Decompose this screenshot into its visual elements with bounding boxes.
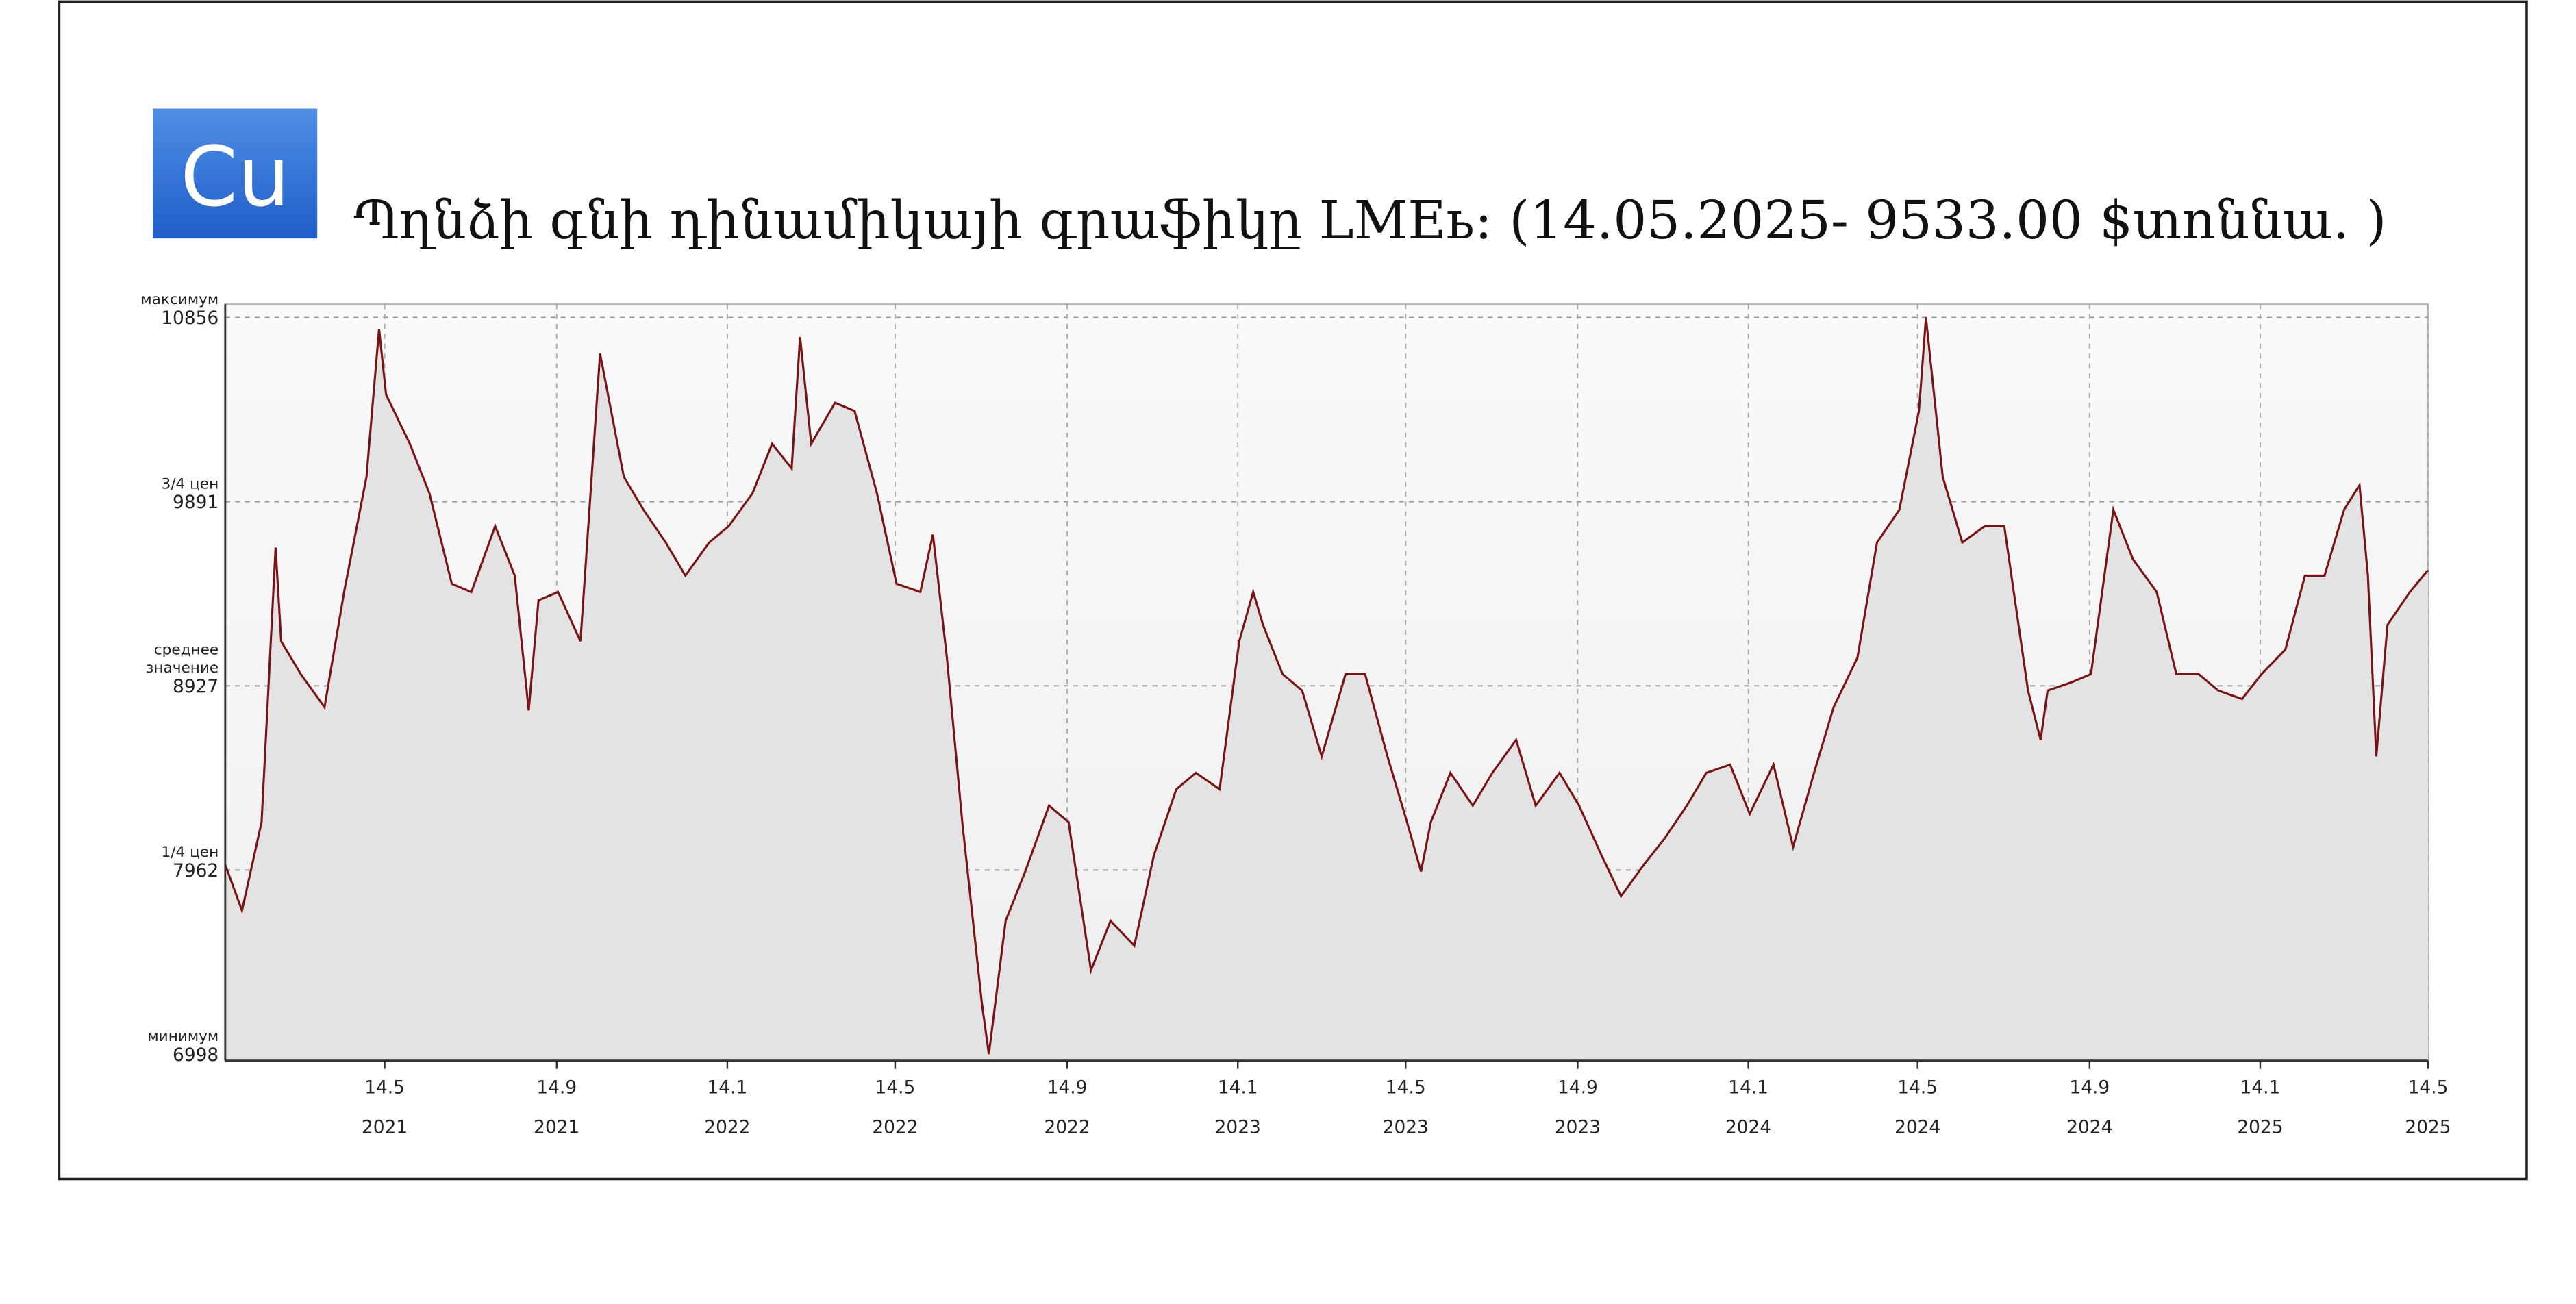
y-tick-label: 10856: [161, 308, 218, 329]
y-tick-caption: среднее: [154, 642, 218, 659]
x-tick-label: 14.9: [1047, 1077, 1088, 1099]
chart-title: Պղնձի գնի դինամիկայի գրաֆիկը LMEь: (14.0…: [353, 190, 2386, 251]
x-tick-label: 14.1: [1728, 1077, 1768, 1099]
x-tick-label: 14.9: [536, 1077, 577, 1099]
y-tick-caption: значение: [146, 660, 218, 677]
x-tick-label: 14.1: [708, 1077, 748, 1099]
icon-label: Cu: [180, 130, 290, 225]
y-tick-caption: максимум: [140, 291, 218, 308]
x-tick-label: 2024: [1895, 1116, 1940, 1138]
x-tick-label: 14.5: [2408, 1077, 2449, 1099]
area: [225, 317, 2428, 1061]
x-tick-label: 2025: [2237, 1116, 2283, 1138]
icon: [153, 108, 318, 239]
x-tick-label: 14.1: [1218, 1077, 1258, 1099]
x-tick-label: 2022: [704, 1116, 750, 1138]
y-tick-label: 9891: [173, 492, 218, 513]
x-tick-label: 14.5: [1897, 1077, 1938, 1099]
y-tick-label: 8927: [173, 676, 218, 697]
y-tick-label: 6998: [173, 1044, 218, 1066]
y-tick-caption: 1/4 цен: [162, 844, 219, 861]
y-tick-caption: минимум: [147, 1028, 218, 1045]
y-tick-label: 7962: [173, 860, 218, 881]
x-tick-label: 2021: [362, 1116, 408, 1138]
x-tick-label: 2023: [1555, 1116, 1601, 1138]
x-tick-label: 14.9: [2069, 1077, 2110, 1099]
x-tick-label: 2024: [2066, 1116, 2112, 1138]
x-tick-label: 14.5: [1386, 1077, 1426, 1099]
x-tick-label: 2022: [1045, 1116, 1090, 1138]
x-tick-label: 2023: [1383, 1116, 1429, 1138]
x-tick-label: 14.5: [875, 1077, 916, 1099]
x-tick-label: 14.1: [2240, 1077, 2281, 1099]
x-tick-label: 2025: [2405, 1116, 2451, 1138]
x-tick-label: 14.5: [364, 1077, 405, 1099]
x-tick-label: 2022: [872, 1116, 918, 1138]
x-tick-label: 2023: [1215, 1116, 1261, 1138]
x-tick-label: 2021: [534, 1116, 579, 1138]
y-tick-caption: 3/4 цен: [162, 475, 219, 492]
price-line: [224, 317, 2429, 1055]
x-tick-label: 2024: [1725, 1116, 1771, 1138]
x-tick-label: 14.9: [1558, 1077, 1598, 1099]
